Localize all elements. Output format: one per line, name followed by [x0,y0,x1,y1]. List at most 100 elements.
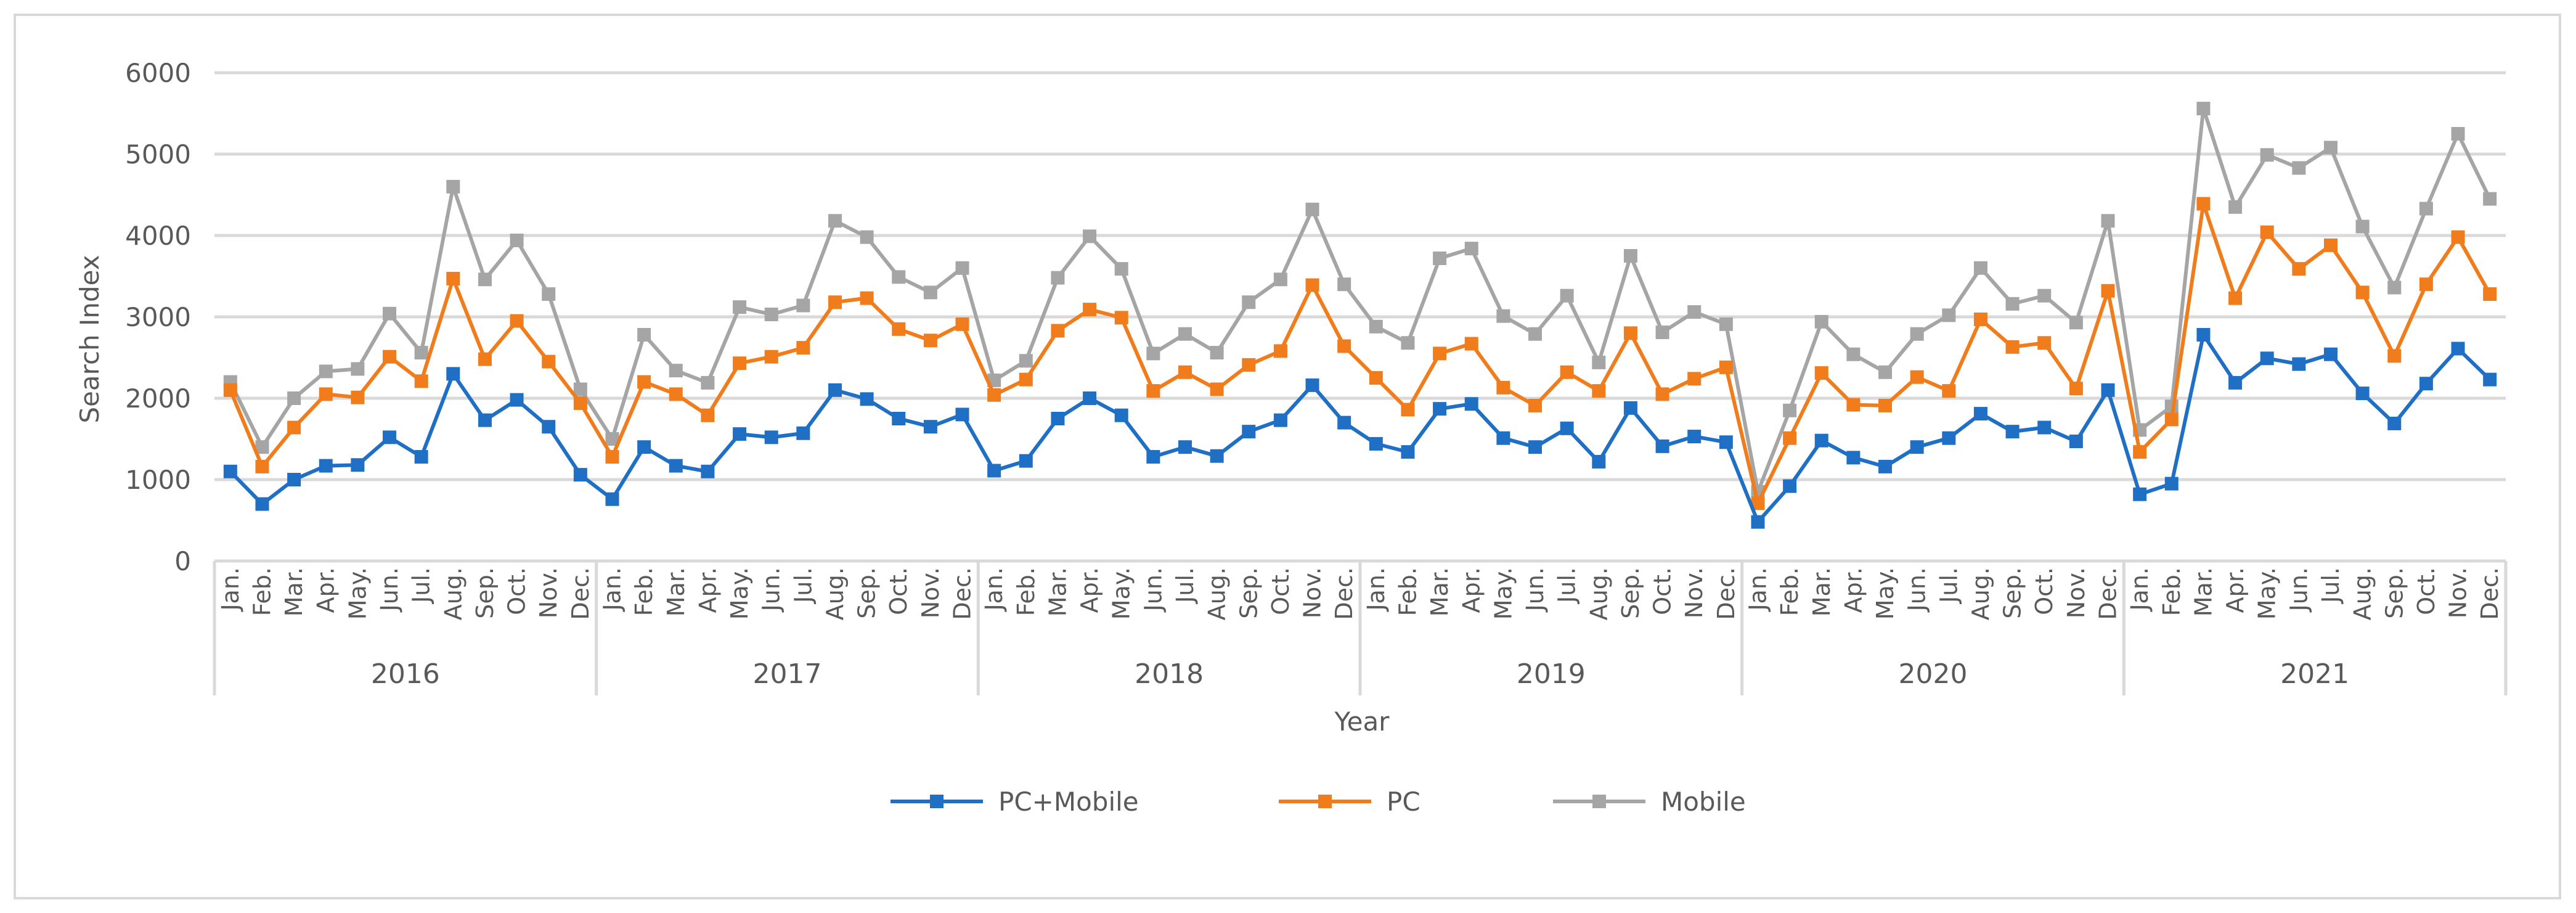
x-tick-label: Jan. [1744,567,1771,612]
data-point-pc [478,352,492,366]
data-point-pc [223,383,237,397]
x-tick-label: Apr. [694,567,721,613]
data-point-mobile [1655,325,1669,340]
data-point-pc-mobile [2387,416,2402,430]
x-tick-label: Apr. [1076,567,1103,613]
data-point-mobile [1783,403,1797,417]
data-point-pc [1242,358,1256,372]
y-tick-label: 6000 [125,58,191,88]
data-point-mobile [1623,249,1637,263]
year-label: 2017 [753,658,822,690]
data-point-mobile [351,362,365,376]
data-point-mobile [2260,148,2274,162]
data-point-mobile [764,308,778,322]
data-point-mobile [2323,141,2338,155]
year-label: 2020 [1899,658,1968,690]
x-tick-label: Sep. [2381,567,2408,619]
data-point-mobile [605,432,619,446]
data-point-pc-mobile [1592,454,1606,469]
x-tick-label: Jun. [1522,567,1549,612]
legend: PC+Mobile PC Mobile [891,787,1746,817]
data-point-pc [733,356,747,371]
x-tick-label: Apr. [1458,567,1485,613]
data-point-pc-mobile [542,420,556,434]
data-point-pc [1751,496,1765,510]
data-point-mobile [2292,161,2306,175]
data-point-pc-mobile [351,458,365,472]
data-point-pc-mobile [955,407,969,422]
year-label: 2019 [1517,658,1586,690]
data-point-mobile [573,382,587,396]
data-point-pc-mobile [828,383,842,397]
y-tick-label: 5000 [125,139,191,170]
data-point-pc [1560,365,1574,379]
data-point-pc-mobile [2451,342,2465,356]
data-point-pc [2228,291,2243,305]
data-point-mobile [1083,229,1097,244]
data-point-pc [1655,387,1669,401]
data-point-pc [669,387,683,401]
data-point-mobile [1210,346,1224,360]
data-point-mobile [446,179,460,194]
x-tick-label: Apr. [312,567,340,613]
data-point-mobile [2451,127,2465,141]
data-point-mobile [637,328,651,342]
x-tick-label: Sep. [471,567,499,619]
data-point-pc-mobile [1687,430,1702,444]
x-tick-label: Mar. [1426,567,1453,616]
data-point-pc [764,350,778,364]
y-axis-ticks: 0 1000 2000 3000 4000 5000 6000 [125,58,191,576]
data-point-pc-mobile [1910,440,1924,454]
data-point-pc [510,314,524,328]
data-point-pc [605,450,619,464]
data-point-pc [1719,360,1733,374]
data-point-mobile [1528,327,1543,341]
data-point-pc [923,334,937,348]
data-point-pc-mobile [414,450,428,464]
data-point-mobile [860,230,874,244]
data-point-pc [860,291,874,305]
data-point-pc [2101,284,2115,298]
data-point-pc [892,322,906,336]
data-point-pc [351,390,365,404]
data-point-mobile [1433,251,1447,265]
data-point-pc [2037,336,2052,350]
x-tick-label: Mar. [2190,567,2217,616]
data-point-pc-mobile [1273,413,1287,427]
data-point-pc-mobile [1719,435,1733,449]
data-point-pc-mobile [2292,357,2306,371]
x-tick-label: Sep. [1999,567,2026,619]
data-point-pc-mobile [796,426,810,440]
x-tick-label: Aug. [1585,567,1612,620]
data-point-pc-mobile [2069,434,2083,448]
x-tick-label: Jul. [1935,567,1962,604]
x-tick-label: Jun. [2285,567,2312,612]
x-tick-label: Feb. [2158,567,2185,616]
data-point-pc-mobile [1114,408,1128,422]
data-point-mobile [2228,200,2243,214]
x-tick-label: Jul. [1172,567,1199,604]
data-point-pc-mobile [1019,454,1033,468]
x-tick-label: Feb. [248,567,275,616]
x-tick-label: Sep. [854,567,881,619]
data-point-pc-mobile [1846,451,1861,465]
x-tick-label: Feb. [630,567,658,616]
y-tick-label: 4000 [125,221,191,251]
x-tick-label: Oct. [503,567,531,615]
data-point-pc [1273,344,1287,358]
x-tick-label: Dec. [949,567,976,620]
y-tick-label: 3000 [125,302,191,332]
data-point-pc-mobile [383,430,397,444]
data-point-mobile [828,214,842,228]
data-point-mobile [478,272,492,287]
data-point-pc [2069,382,2083,396]
x-tick-label: Oct. [885,567,912,615]
data-point-pc-mobile [1464,397,1478,411]
data-point-pc-mobile [733,427,747,441]
data-point-pc-mobile [2323,347,2338,361]
data-point-pc [1687,372,1702,386]
data-point-mobile [414,346,428,360]
data-point-pc [1464,337,1478,351]
data-point-mobile [2196,102,2211,116]
data-point-mobile [287,391,301,405]
